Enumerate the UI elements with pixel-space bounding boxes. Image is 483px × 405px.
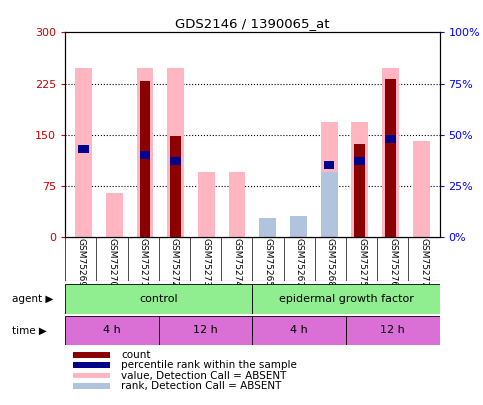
Bar	[73, 362, 110, 368]
Bar	[321, 122, 338, 237]
Bar	[382, 68, 399, 237]
Text: GSM75271: GSM75271	[139, 238, 148, 288]
Text: GSM75265: GSM75265	[263, 238, 272, 288]
Text: value, Detection Call = ABSENT: value, Detection Call = ABSENT	[121, 371, 287, 381]
Text: 12 h: 12 h	[381, 326, 405, 335]
Bar	[65, 316, 159, 345]
Text: rank, Detection Call = ABSENT: rank, Detection Call = ABSENT	[121, 381, 282, 391]
Bar	[346, 316, 440, 345]
Bar	[259, 218, 276, 237]
Bar	[78, 145, 89, 153]
Bar	[228, 172, 245, 237]
Bar	[351, 122, 368, 237]
Bar	[259, 218, 276, 237]
Text: 4 h: 4 h	[290, 326, 308, 335]
Text: control: control	[140, 294, 178, 304]
Text: GSM75269: GSM75269	[76, 238, 85, 288]
Bar	[412, 141, 429, 237]
Text: GSM75268: GSM75268	[326, 238, 335, 288]
Bar	[73, 352, 110, 358]
Text: count: count	[121, 350, 151, 360]
Bar	[253, 316, 346, 345]
Bar	[385, 134, 396, 143]
Bar	[167, 68, 184, 237]
Text: GSM75270: GSM75270	[108, 238, 116, 288]
Bar	[73, 373, 110, 378]
Bar	[355, 157, 365, 165]
Bar	[290, 217, 307, 237]
Bar	[159, 316, 253, 345]
Text: percentile rank within the sample: percentile rank within the sample	[121, 360, 297, 370]
Title: GDS2146 / 1390065_at: GDS2146 / 1390065_at	[175, 17, 329, 30]
Text: GSM75267: GSM75267	[295, 238, 304, 288]
Text: GSM75272: GSM75272	[170, 238, 179, 287]
Text: 12 h: 12 h	[193, 326, 218, 335]
Bar	[253, 284, 440, 314]
Bar	[385, 79, 396, 237]
Bar	[324, 161, 334, 169]
Text: time ▶: time ▶	[12, 326, 47, 335]
Text: GSM75277: GSM75277	[419, 238, 428, 288]
Text: epidermal growth factor: epidermal growth factor	[279, 294, 413, 304]
Text: GSM75276: GSM75276	[388, 238, 397, 288]
Bar	[137, 68, 154, 237]
Bar	[65, 284, 253, 314]
Bar	[140, 81, 150, 237]
Bar	[321, 172, 338, 237]
Text: GSM75274: GSM75274	[232, 238, 242, 287]
Text: 4 h: 4 h	[103, 326, 121, 335]
Bar	[75, 68, 92, 237]
Bar	[140, 151, 150, 159]
Bar	[290, 217, 307, 237]
Text: GSM75273: GSM75273	[201, 238, 210, 288]
Text: agent ▶: agent ▶	[12, 294, 54, 304]
Bar	[106, 193, 123, 237]
Text: GSM75275: GSM75275	[357, 238, 366, 288]
Bar	[170, 157, 181, 165]
Bar	[198, 172, 215, 237]
Bar	[355, 144, 365, 237]
Bar	[73, 383, 110, 388]
Bar	[170, 136, 181, 237]
